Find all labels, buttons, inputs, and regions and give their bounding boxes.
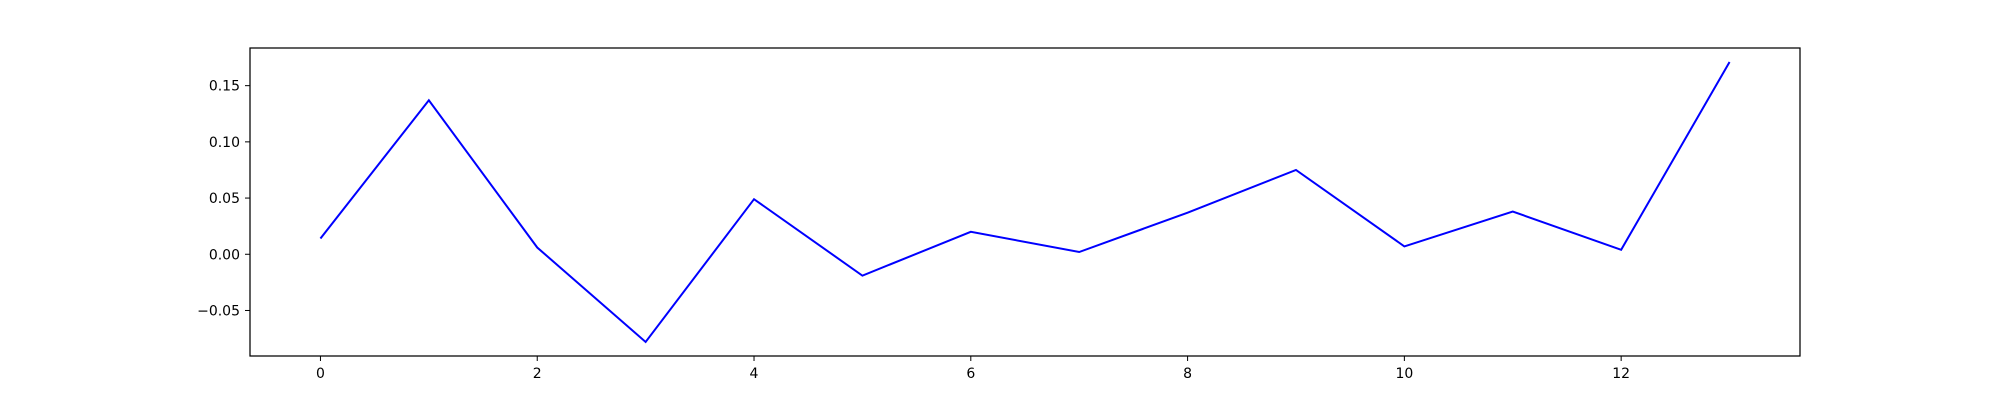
y-tick-label: 0.00 [209, 247, 240, 263]
y-axis: −0.05 0.00 0.05 0.10 0.15 [197, 79, 250, 319]
x-axis: 0 2 4 6 8 10 12 [316, 356, 1630, 382]
y-tick-label: −0.05 [197, 303, 240, 319]
plot-area [249, 47, 1801, 357]
y-tick-label: 0.10 [209, 135, 240, 151]
x-tick-label: 6 [966, 366, 975, 382]
y-tick-label: 0.15 [209, 79, 240, 95]
x-tick-label: 2 [533, 366, 542, 382]
x-tick-label: 10 [1395, 366, 1413, 382]
x-tick-label: 8 [1183, 366, 1192, 382]
series-layer [319, 61, 1731, 344]
x-tick-label: 0 [316, 366, 325, 382]
x-tick-label: 4 [750, 366, 759, 382]
y-tick-label: 0.05 [209, 191, 240, 207]
x-tick-label: 12 [1612, 366, 1630, 382]
series-line [319, 61, 1731, 344]
